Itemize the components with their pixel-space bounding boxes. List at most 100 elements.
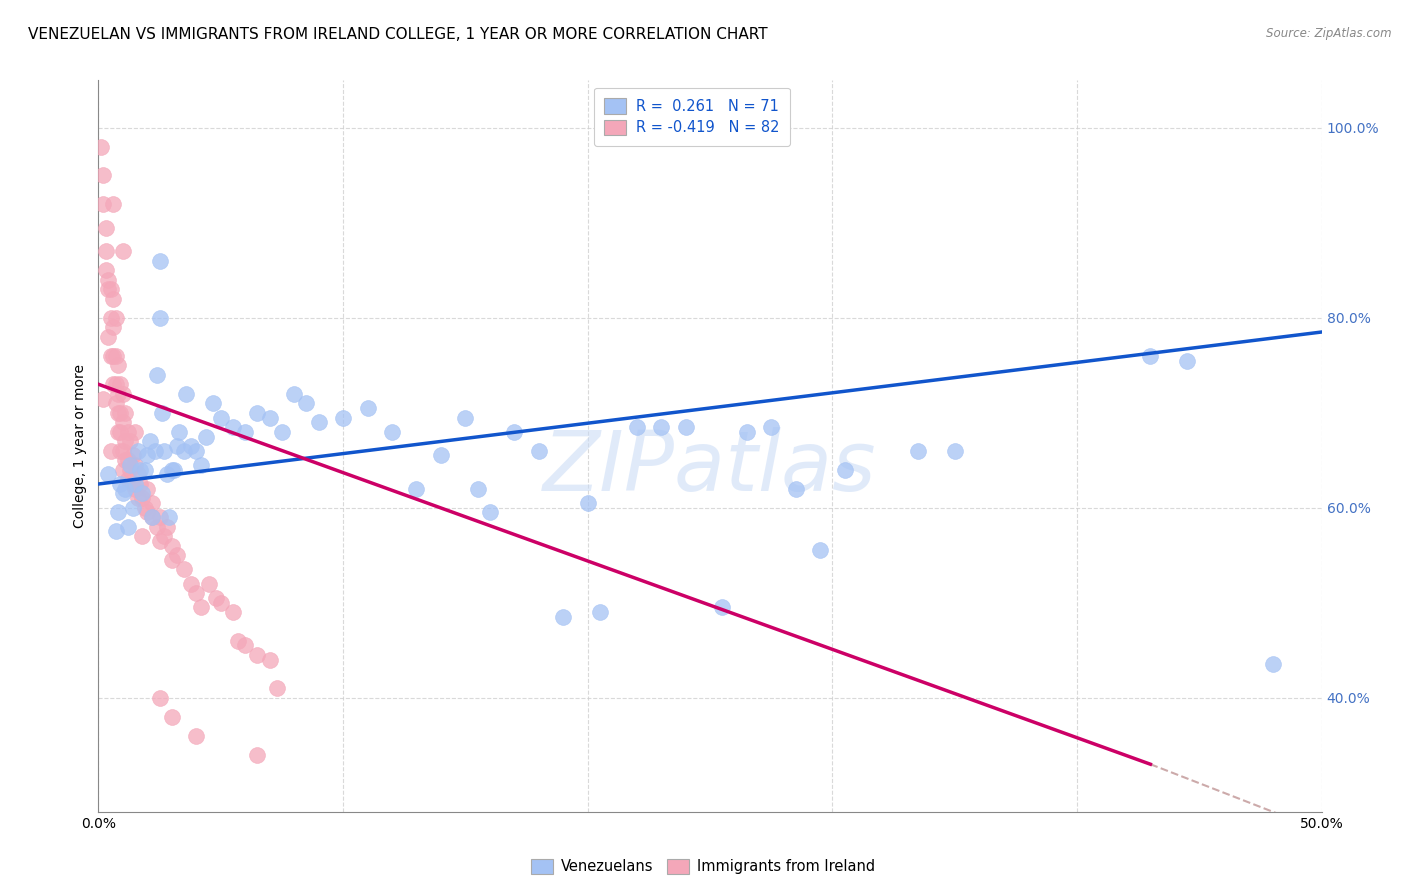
Point (283, 386, 305, 401)
Legend: R =  0.261   N = 71, R = -0.419   N = 82: R = 0.261 N = 71, R = -0.419 N = 82 (593, 87, 790, 145)
Point (295, 396, 318, 410)
Point (110, 425, 132, 439)
Point (163, 463, 186, 477)
Point (259, 410, 281, 425)
Point (202, 396, 225, 410)
Point (186, 443, 208, 458)
Point (186, 586, 208, 600)
Point (110, 377, 132, 392)
Point (97, 330, 120, 344)
Point (195, 429, 218, 443)
Point (131, 486, 153, 500)
Point (190, 458, 212, 472)
Point (131, 491, 153, 506)
Point (136, 506, 159, 520)
Point (173, 562, 195, 576)
Point (149, 253, 172, 268)
Point (527, 443, 550, 458)
Point (943, 443, 966, 458)
Point (1139, 349, 1161, 363)
Point (114, 434, 136, 449)
Point (190, 600, 212, 615)
Point (785, 482, 807, 496)
Point (129, 463, 152, 477)
Point (160, 553, 183, 567)
Point (91, 392, 114, 406)
Point (97, 467, 120, 482)
Point (503, 425, 526, 439)
Point (141, 496, 163, 510)
Point (139, 434, 162, 449)
Point (576, 496, 599, 510)
Point (136, 449, 159, 463)
Point (114, 453, 136, 467)
Point (120, 463, 142, 477)
Point (134, 463, 156, 477)
Point (157, 510, 180, 524)
Point (94, 263, 117, 277)
Point (650, 420, 672, 434)
Y-axis label: College, 1 year or more: College, 1 year or more (73, 364, 87, 528)
Point (222, 605, 245, 619)
Point (180, 576, 202, 591)
Point (675, 420, 697, 434)
Point (107, 406, 129, 420)
Point (129, 477, 152, 491)
Point (127, 443, 149, 458)
Point (180, 439, 202, 453)
Point (308, 415, 330, 429)
Point (110, 406, 132, 420)
Point (711, 600, 734, 615)
Point (153, 529, 176, 543)
Point (107, 386, 129, 401)
Point (127, 491, 149, 506)
Point (100, 443, 122, 458)
Point (149, 690, 172, 705)
Point (117, 472, 139, 486)
Point (107, 506, 129, 520)
Point (124, 482, 146, 496)
Point (430, 449, 453, 463)
Text: VENEZUELAN VS IMMIGRANTS FROM IRELAND COLLEGE, 1 YEAR OR MORE CORRELATION CHART: VENEZUELAN VS IMMIGRANTS FROM IRELAND CO… (28, 27, 768, 42)
Point (124, 425, 146, 439)
Point (101, 292, 124, 306)
Point (160, 463, 183, 477)
Point (136, 482, 159, 496)
Point (589, 605, 612, 619)
Point (104, 396, 127, 410)
Point (100, 310, 122, 325)
Point (1261, 657, 1284, 672)
Point (134, 500, 156, 515)
Point (186, 729, 208, 743)
Point (101, 196, 124, 211)
Point (478, 506, 501, 520)
Text: ZIPatlas: ZIPatlas (543, 427, 877, 508)
Point (246, 648, 269, 662)
Point (153, 443, 176, 458)
Point (121, 500, 143, 515)
Point (124, 477, 146, 491)
Point (146, 368, 169, 382)
Point (467, 482, 489, 496)
Point (141, 510, 163, 524)
Point (209, 596, 232, 610)
Point (150, 406, 173, 420)
Point (166, 548, 188, 562)
Point (405, 482, 427, 496)
Point (114, 482, 136, 496)
Point (226, 633, 249, 648)
Point (156, 467, 179, 482)
Point (735, 425, 758, 439)
Point (166, 439, 188, 453)
Point (111, 463, 134, 477)
Point (149, 310, 172, 325)
Point (104, 377, 127, 392)
Point (270, 425, 294, 439)
Point (209, 410, 232, 425)
Point (94, 244, 117, 259)
Point (104, 310, 127, 325)
Point (90, 140, 112, 154)
Point (761, 420, 783, 434)
Point (233, 425, 256, 439)
Point (808, 543, 831, 558)
